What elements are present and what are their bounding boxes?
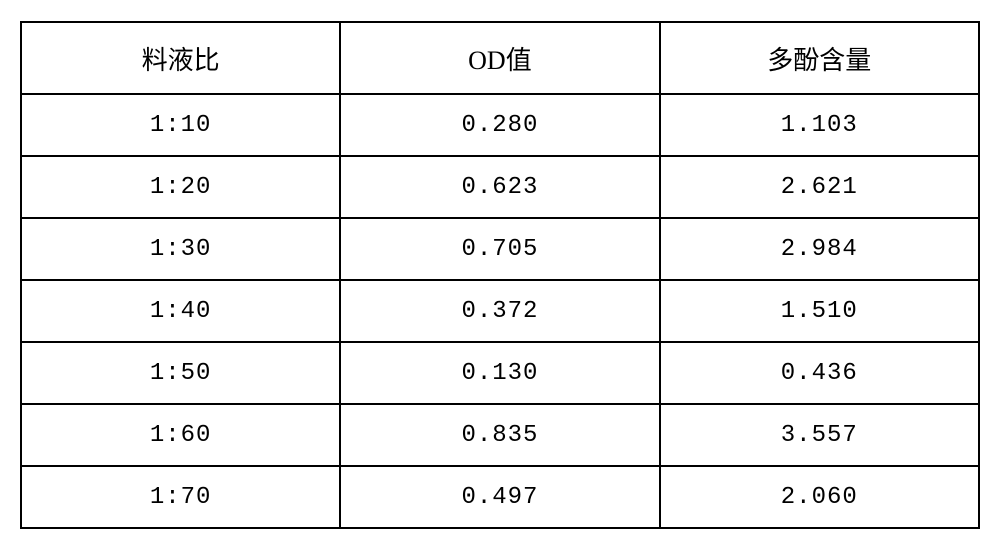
table-row: 1:70 0.497 2.060 — [21, 466, 979, 528]
cell-od: 0.623 — [340, 156, 659, 218]
cell-ratio: 1:40 — [21, 280, 340, 342]
cell-ratio: 1:60 — [21, 404, 340, 466]
cell-od: 0.130 — [340, 342, 659, 404]
data-table-container: 料液比 OD值 多酚含量 1:10 0.280 1.103 1:20 0.623… — [20, 21, 980, 529]
table-body: 1:10 0.280 1.103 1:20 0.623 2.621 1:30 0… — [21, 94, 979, 528]
column-header-polyphenol: 多酚含量 — [660, 22, 979, 94]
cell-polyphenol: 2.621 — [660, 156, 979, 218]
cell-od: 0.497 — [340, 466, 659, 528]
table-row: 1:50 0.130 0.436 — [21, 342, 979, 404]
cell-ratio: 1:30 — [21, 218, 340, 280]
cell-od: 0.280 — [340, 94, 659, 156]
cell-polyphenol: 0.436 — [660, 342, 979, 404]
table-row: 1:30 0.705 2.984 — [21, 218, 979, 280]
cell-polyphenol: 3.557 — [660, 404, 979, 466]
cell-ratio: 1:70 — [21, 466, 340, 528]
column-header-od: OD值 — [340, 22, 659, 94]
table-row: 1:40 0.372 1.510 — [21, 280, 979, 342]
cell-od: 0.835 — [340, 404, 659, 466]
table-header-row: 料液比 OD值 多酚含量 — [21, 22, 979, 94]
cell-ratio: 1:20 — [21, 156, 340, 218]
table-row: 1:10 0.280 1.103 — [21, 94, 979, 156]
cell-polyphenol: 1.103 — [660, 94, 979, 156]
cell-polyphenol: 2.060 — [660, 466, 979, 528]
cell-ratio: 1:10 — [21, 94, 340, 156]
cell-od: 0.705 — [340, 218, 659, 280]
data-table: 料液比 OD值 多酚含量 1:10 0.280 1.103 1:20 0.623… — [20, 21, 980, 529]
cell-polyphenol: 1.510 — [660, 280, 979, 342]
cell-polyphenol: 2.984 — [660, 218, 979, 280]
cell-ratio: 1:50 — [21, 342, 340, 404]
table-row: 1:60 0.835 3.557 — [21, 404, 979, 466]
column-header-ratio: 料液比 — [21, 22, 340, 94]
cell-od: 0.372 — [340, 280, 659, 342]
table-row: 1:20 0.623 2.621 — [21, 156, 979, 218]
